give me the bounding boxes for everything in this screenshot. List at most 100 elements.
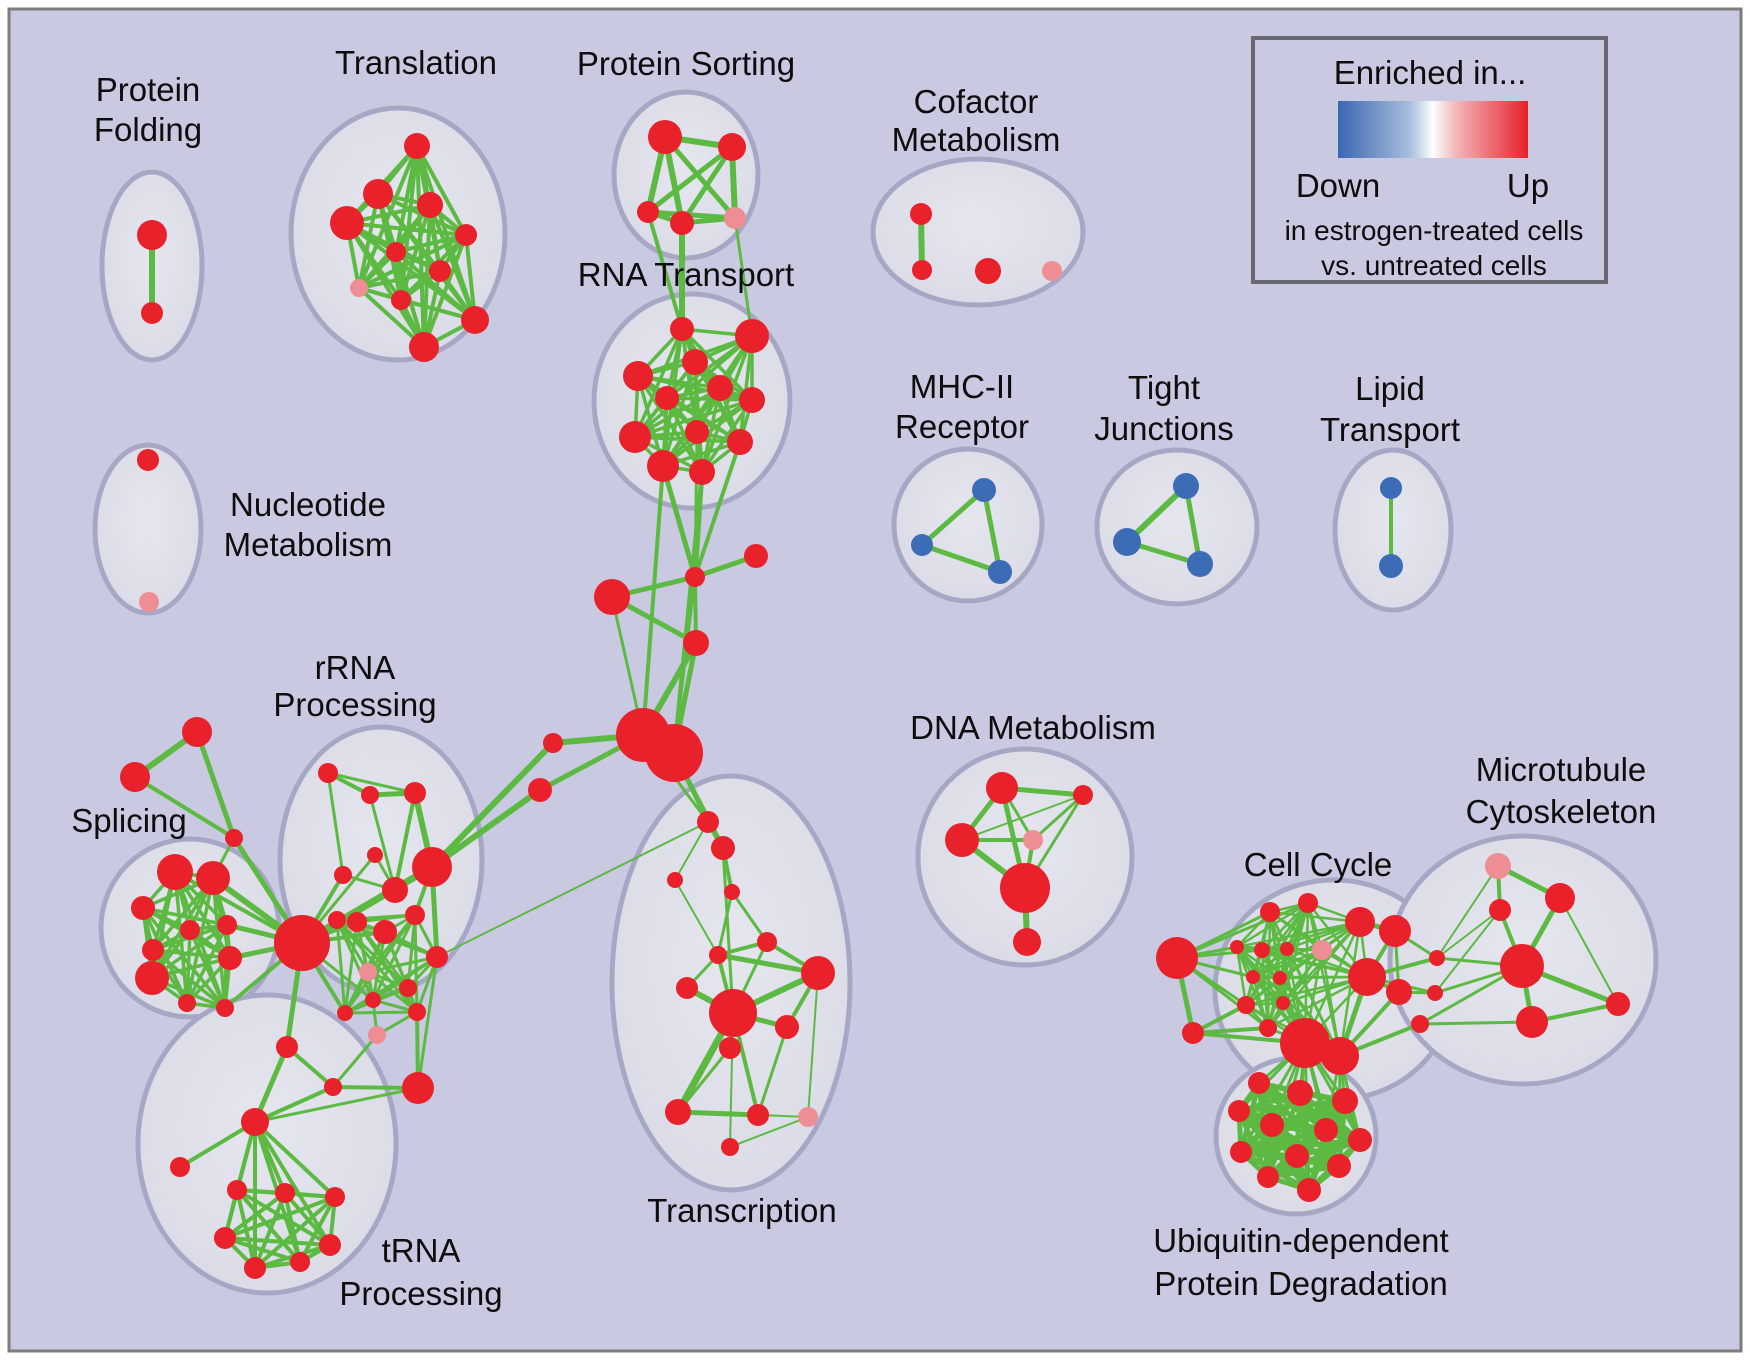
edge-m2-m3 [919,542,1003,575]
gene-set-node-r2-red [361,786,379,804]
gene-set-node-r3-red [404,782,426,804]
edge-tr4-tr11 [345,221,426,349]
gene-set-node-t8-red [801,956,835,990]
edge-t3-t5 [674,879,719,956]
edge-rtK-ch1 [660,463,698,580]
edge-tr4-tr5 [345,221,468,237]
edge-r3-r7 [393,791,417,892]
edge-ch6-r6 [429,787,543,870]
edge-TH-r20 [253,1086,420,1124]
gene-set-node-d4-red [1073,785,1093,805]
cluster-label-nucleotide-metabolism-line1: Nucleotide [230,486,386,523]
edge-cc8-cc11 [1244,920,1362,1007]
edge-tr1-tr8 [357,144,419,290]
edge-t1-t3 [674,821,709,881]
gene-set-node-r6-red [412,847,452,887]
gene-set-node-mm3-red [1516,1006,1548,1038]
cluster-label-protein-folding-line2: Folding [94,111,202,148]
gene-set-node-mm1-red [1545,883,1575,913]
gene-set-node-t14-pink [798,1107,818,1127]
gene-set-node-r15-red [365,992,381,1008]
gene-set-node-ch4-red [683,630,709,656]
gene-set-node-tg1-red [182,717,212,747]
cluster-label-microtubule-cytoskeleton-line2: Cytoskeleton [1466,793,1657,830]
gene-set-node-mbig-red [1500,944,1544,988]
gene-set-node-r10-red [405,905,425,925]
gene-set-node-d1-red [986,772,1018,804]
gene-set-node-c1-red [910,203,932,225]
edge-x1-mp [1436,865,1499,959]
gene-set-node-v6-red [1314,1118,1338,1142]
edge-rtG-rtL [700,398,754,474]
edge-sp3-sp9 [141,906,227,1010]
gene-set-node-tr4-red [330,206,364,240]
edge-cc2-cc4 [1260,901,1310,952]
gene-set-node-r16-red [408,1003,426,1021]
legend-up-label: Up [1507,167,1549,204]
cluster-label-lipid-transport-line2: Transport [1320,411,1460,448]
gene-set-node-u4-red [214,1227,236,1249]
edge-t10-t13 [756,1025,789,1117]
gene-set-node-cc11-red [1345,907,1375,937]
cluster-label-mhc-ii-receptor-line2: Receptor [895,408,1029,445]
edge-r1-r5 [326,771,345,877]
gene-set-node-c3-red [975,258,1001,284]
edge-x2-mm2 [1434,909,1501,994]
gene-set-node-ch2-red [594,579,630,615]
gene-set-node-cc6-red [1246,970,1260,984]
cluster-label-cofactor-metabolism-line2: Metabolism [892,121,1061,158]
gene-set-node-cc5-red [1280,942,1294,956]
edge-d2-d4 [961,794,1084,841]
cluster-label-rrna-processing-line1: rRNA [315,649,396,686]
gene-set-node-r19-red [324,1078,342,1096]
gene-set-node-cc3-red [1230,940,1244,954]
cluster-label-nucleotide-metabolism-line2: Metabolism [224,526,393,563]
edge-tg2-tg3 [133,775,236,840]
cluster-label-translation: Translation [335,44,497,81]
edge-r11-r15 [335,918,375,1002]
edge-tr3-tr10 [428,203,477,322]
gene-set-node-ccs-red [1182,1022,1204,1044]
gene-set-node-r9-red [373,920,397,944]
gene-set-node-lp2-blue [1379,554,1403,578]
edge-cc5-cc6 [1251,947,1289,979]
gene-set-node-r20-red [402,1072,434,1104]
cluster-ellipse-mhc-ii-receptor [891,446,1045,604]
gene-set-node-t10-red [775,1015,799,1039]
gene-set-node-cch2-red [1321,1037,1359,1075]
gene-set-node-rtL-red [689,459,715,485]
gene-set-node-cc9-red [1276,996,1290,1010]
gene-set-node-H-red [274,915,330,971]
cluster-label-splicing: Splicing [71,802,187,839]
edge-t14-t15 [729,1116,809,1148]
gene-set-node-sp1-red [157,854,193,890]
gene-set-node-v7-red [1348,1128,1372,1152]
edge-rtD-rtG [636,374,754,402]
edge-t11-t12 [676,1046,732,1114]
gene-set-node-tr11-red [409,332,439,362]
edge-cc2-cc10 [1266,901,1310,1030]
gene-set-node-v10-red [1327,1154,1351,1178]
gene-set-node-rtJ-red [727,429,753,455]
edge-r19-TH [253,1085,335,1124]
legend: Enriched in... Down Up in estrogen-treat… [1251,36,1608,284]
edge-ps5-rtB [733,216,754,338]
gene-set-node-x2-red [1427,985,1443,1001]
gene-set-node-nm1-red [137,449,159,471]
gene-set-node-pf2-red [141,302,163,324]
cluster-ellipse-nucleotide-metabolism [92,442,204,616]
gene-set-node-t4-red [724,884,740,900]
gene-set-node-rtF-red [655,386,679,410]
gene-set-node-u2-red [275,1183,295,1203]
edge-rtG-rtH [633,398,754,439]
gene-set-node-sp7-red [135,961,169,995]
gene-set-node-r14-red [399,979,417,997]
edge-m1-m2 [919,487,987,548]
gene-set-node-t11-red [719,1037,741,1059]
gene-set-node-sp3-red [131,896,155,920]
gene-set-node-d6-red [1013,928,1041,956]
cluster-label-rna-transport: RNA Transport [578,256,794,293]
edge-cc8-cc13 [1244,975,1369,1007]
edge-rtA-rtH [633,327,684,439]
